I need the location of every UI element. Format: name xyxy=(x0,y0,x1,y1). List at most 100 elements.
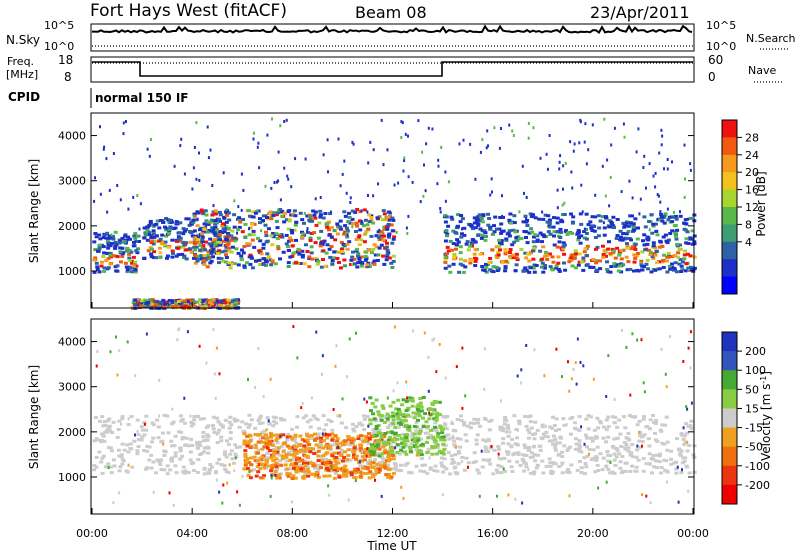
power-cell xyxy=(478,227,483,231)
velocity-cell xyxy=(575,382,578,386)
velocity-cell xyxy=(366,447,369,451)
velocity-cell xyxy=(483,418,488,421)
velocity-cell xyxy=(504,430,509,434)
power-cell xyxy=(528,251,533,255)
velocity-cell xyxy=(416,450,421,454)
power-cell xyxy=(149,252,154,256)
velocity-cell xyxy=(631,332,634,336)
velocity-cell xyxy=(285,435,290,439)
power-cell xyxy=(650,254,655,258)
velocity-cell xyxy=(341,474,346,478)
power-cell xyxy=(561,244,566,248)
velocity-cell xyxy=(215,461,220,465)
velocity-cell xyxy=(190,444,195,447)
velocity-cell xyxy=(523,415,527,418)
power-cell xyxy=(458,142,461,146)
velocity-cell xyxy=(237,425,242,429)
power-cell xyxy=(204,240,209,244)
power-cell xyxy=(593,236,598,239)
power-cell xyxy=(603,117,606,121)
velocity-cell xyxy=(538,448,543,452)
velocity-cell xyxy=(651,454,656,458)
velocity-cell xyxy=(243,463,248,467)
power-cell xyxy=(602,226,607,230)
power-cell xyxy=(248,226,253,230)
velocity-cell xyxy=(361,449,364,453)
power-cell xyxy=(327,170,329,174)
power-cell xyxy=(288,255,293,259)
power-cell xyxy=(237,225,242,229)
velocity-cell xyxy=(253,426,257,430)
velocity-cell xyxy=(249,418,254,422)
velocity-cell xyxy=(337,445,340,449)
velocity-cell xyxy=(233,419,238,423)
power-cell xyxy=(417,119,420,123)
power-cell xyxy=(205,230,210,234)
power-cell xyxy=(486,223,491,227)
power-cell xyxy=(662,221,667,225)
power-cell xyxy=(443,220,448,224)
power-cell xyxy=(458,251,463,255)
power-cell xyxy=(151,232,156,236)
power-cell xyxy=(257,258,262,262)
velocity-cell xyxy=(262,429,267,433)
power-cell xyxy=(672,268,676,272)
velocity-cell xyxy=(365,400,368,404)
velocity-cell xyxy=(507,493,510,497)
velocity-cell xyxy=(158,414,161,418)
power-cell xyxy=(604,254,608,258)
power-cell xyxy=(683,218,688,222)
velocity-cell xyxy=(252,468,257,472)
velocity-cell xyxy=(592,377,595,381)
power-cell xyxy=(631,222,636,226)
power-cell xyxy=(176,237,181,241)
power-cell xyxy=(102,232,105,236)
velocity-cell xyxy=(659,471,664,475)
velocity-cell xyxy=(405,427,410,431)
power-cell xyxy=(92,258,97,262)
power-cell xyxy=(200,210,205,214)
power-cell xyxy=(345,235,350,239)
beam-label: Beam 08 xyxy=(355,3,427,22)
power-cell xyxy=(557,240,562,244)
velocity-cell xyxy=(406,396,409,400)
velocity-cell xyxy=(223,453,227,457)
power-cell xyxy=(325,222,330,226)
power-cell xyxy=(445,245,450,249)
power-cell xyxy=(128,237,132,241)
power-cell xyxy=(384,218,388,221)
power-cell xyxy=(630,214,634,218)
velocity-cell xyxy=(389,438,394,442)
velocity-colorbar-tick-label: 200 xyxy=(745,345,766,358)
velocity-cell xyxy=(561,375,563,379)
power-cell xyxy=(529,215,534,218)
power-cell xyxy=(648,228,651,232)
power-cell xyxy=(389,223,394,227)
velocity-cell xyxy=(415,405,420,409)
velocity-cell xyxy=(247,461,252,465)
power-cell xyxy=(666,218,671,222)
power-cell xyxy=(631,225,636,229)
velocity-cell xyxy=(401,398,406,402)
power-cell xyxy=(479,150,482,154)
velocity-cell xyxy=(461,460,464,463)
power-cell xyxy=(625,237,630,240)
power-cell xyxy=(689,162,692,166)
velocity-cell xyxy=(298,449,303,453)
velocity-cell xyxy=(412,440,417,444)
power-cell xyxy=(286,227,291,231)
power-cell xyxy=(488,227,493,231)
power-cell xyxy=(191,218,196,222)
power-cell xyxy=(158,251,163,255)
power-cell xyxy=(638,212,641,216)
power-cell xyxy=(512,221,517,225)
power-cell xyxy=(148,154,151,158)
power-cell xyxy=(287,239,291,243)
power-cell xyxy=(337,137,340,141)
power-cell xyxy=(212,232,217,236)
power-cell xyxy=(240,248,244,252)
velocity-cell xyxy=(388,450,392,454)
power-cell xyxy=(551,260,556,264)
power-cell xyxy=(437,158,440,162)
velocity-cell xyxy=(172,503,175,507)
